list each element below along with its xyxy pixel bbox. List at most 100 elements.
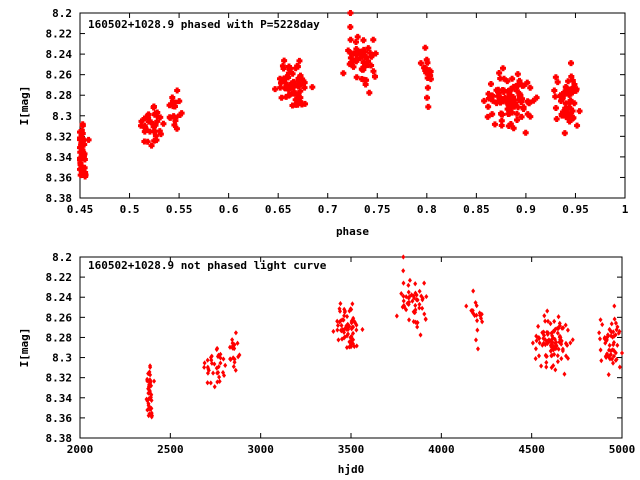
light-curve-data-point [480, 319, 485, 325]
light-curve-data-point [222, 372, 227, 379]
light-curve-data-point [146, 370, 151, 377]
light-curve-data-point [406, 295, 411, 301]
phased-data-point [518, 113, 525, 120]
light-curve-data-point [553, 367, 558, 373]
light-curve-data-point [401, 280, 406, 286]
phased-x-tick-label: 1 [622, 203, 629, 216]
light-curve-data-point [347, 344, 352, 350]
light-curve-data-point [422, 311, 427, 317]
phased-data-point [359, 66, 366, 73]
phased-data-point [282, 80, 289, 87]
phased-data-point [505, 98, 512, 105]
light-curve-data-point [543, 342, 548, 348]
light-curve-data-point [405, 300, 410, 306]
phased-data-point [514, 71, 521, 78]
light-curve-y-tick-label: 8.32 [46, 372, 73, 385]
phased-data-point [574, 122, 581, 129]
phased-data-point [281, 75, 288, 82]
light-curve-data-point [543, 353, 548, 359]
light-curve-data-point [598, 347, 603, 353]
phased-data-point [348, 61, 355, 68]
light-curve-data-point [202, 360, 207, 366]
phased-data-point [77, 144, 83, 151]
light-curve-data-point [471, 288, 476, 294]
phased-data-point [360, 37, 367, 44]
light-curve-data-point [552, 318, 557, 324]
light-curve-data-point [545, 339, 550, 345]
light-curve-data-point [351, 324, 356, 330]
light-curve-data-point [342, 326, 347, 333]
light-curve-data-point [615, 342, 620, 348]
light-curve-data-point [410, 298, 415, 304]
light-curve-x-tick-label: 2000 [67, 443, 94, 456]
light-curve-data-point [417, 305, 422, 311]
phased-data-point [353, 74, 360, 81]
light-curve-data-point [412, 295, 417, 301]
light-curve-data-point [349, 333, 354, 340]
light-curve-data-point [413, 281, 418, 287]
light-curve-data-point [615, 324, 620, 330]
phased-data-point [567, 60, 574, 67]
light-curve-data-point [230, 337, 235, 343]
light-curve-data-point [564, 353, 569, 359]
light-curve-data-point [464, 303, 469, 309]
phased-data-point [576, 108, 583, 115]
phased-data-point [281, 57, 288, 64]
light-curve-data-point [612, 303, 617, 309]
light-curve-y-tick-label: 8.26 [46, 311, 73, 324]
light-curve-data-point [350, 301, 355, 307]
phased-data-point [178, 110, 185, 117]
phased-data-point [496, 70, 503, 77]
light-curve-data-point [541, 335, 546, 342]
light-curve-data-point [611, 360, 616, 366]
light-curve-data-point [555, 353, 560, 359]
phased-data-point [522, 129, 529, 136]
phased-data-point [283, 93, 290, 100]
phased-data-point [533, 94, 540, 101]
light-curve-data-point [613, 332, 618, 338]
phased-data-point [509, 75, 516, 82]
light-curve-data-point [147, 404, 152, 410]
phased-data-point [297, 72, 304, 79]
phased-data-point [81, 150, 88, 157]
phased-x-tick-label: 0.85 [463, 203, 490, 216]
light-curve-data-point [604, 354, 609, 361]
light-curve-data-point [404, 294, 409, 300]
light-curve-data-point [533, 356, 538, 362]
phased-data-point [79, 122, 86, 129]
phased-x-tick-label: 0.55 [166, 203, 193, 216]
light-curve-data-point [424, 293, 429, 300]
light-curve-data-point [553, 326, 558, 332]
light-curve-data-point [401, 298, 406, 304]
phased-data-point [500, 97, 507, 104]
phased-data-point [573, 86, 580, 93]
light-curve-axis-ticks: 2000 2500 3000 3500 4000 4500 5000 8.2 8.22 8.24 8… [46, 251, 636, 456]
phased-data-point [513, 110, 520, 117]
light-curve-data-point [148, 364, 153, 370]
phased-y-tick-label: 8.24 [46, 48, 73, 61]
phased-data-point [370, 36, 377, 43]
light-curve-data-point [237, 352, 242, 358]
phased-data-point [285, 63, 292, 70]
light-curve-data-point [608, 327, 613, 334]
light-curve-data-point [344, 326, 349, 332]
light-curve-data-point [347, 339, 352, 345]
phased-data-point [417, 60, 424, 67]
light-curve-data-point [620, 350, 624, 356]
phased-data-point [497, 75, 504, 82]
phased-data-point [487, 80, 494, 87]
phased-data-point [493, 87, 500, 94]
phased-data-point [296, 57, 303, 64]
phased-data-point [171, 103, 178, 110]
phased-data-point [427, 76, 434, 83]
light-curve-data-point [223, 362, 228, 368]
phased-data-point [77, 166, 83, 173]
light-curve-data-point [470, 307, 475, 314]
light-curve-data-point [549, 330, 554, 336]
light-curve-data-point [562, 371, 567, 377]
phased-data-point [552, 74, 559, 81]
phased-data-point [354, 33, 361, 40]
phased-data-point [505, 87, 512, 94]
light-curve-data-point [617, 328, 622, 335]
